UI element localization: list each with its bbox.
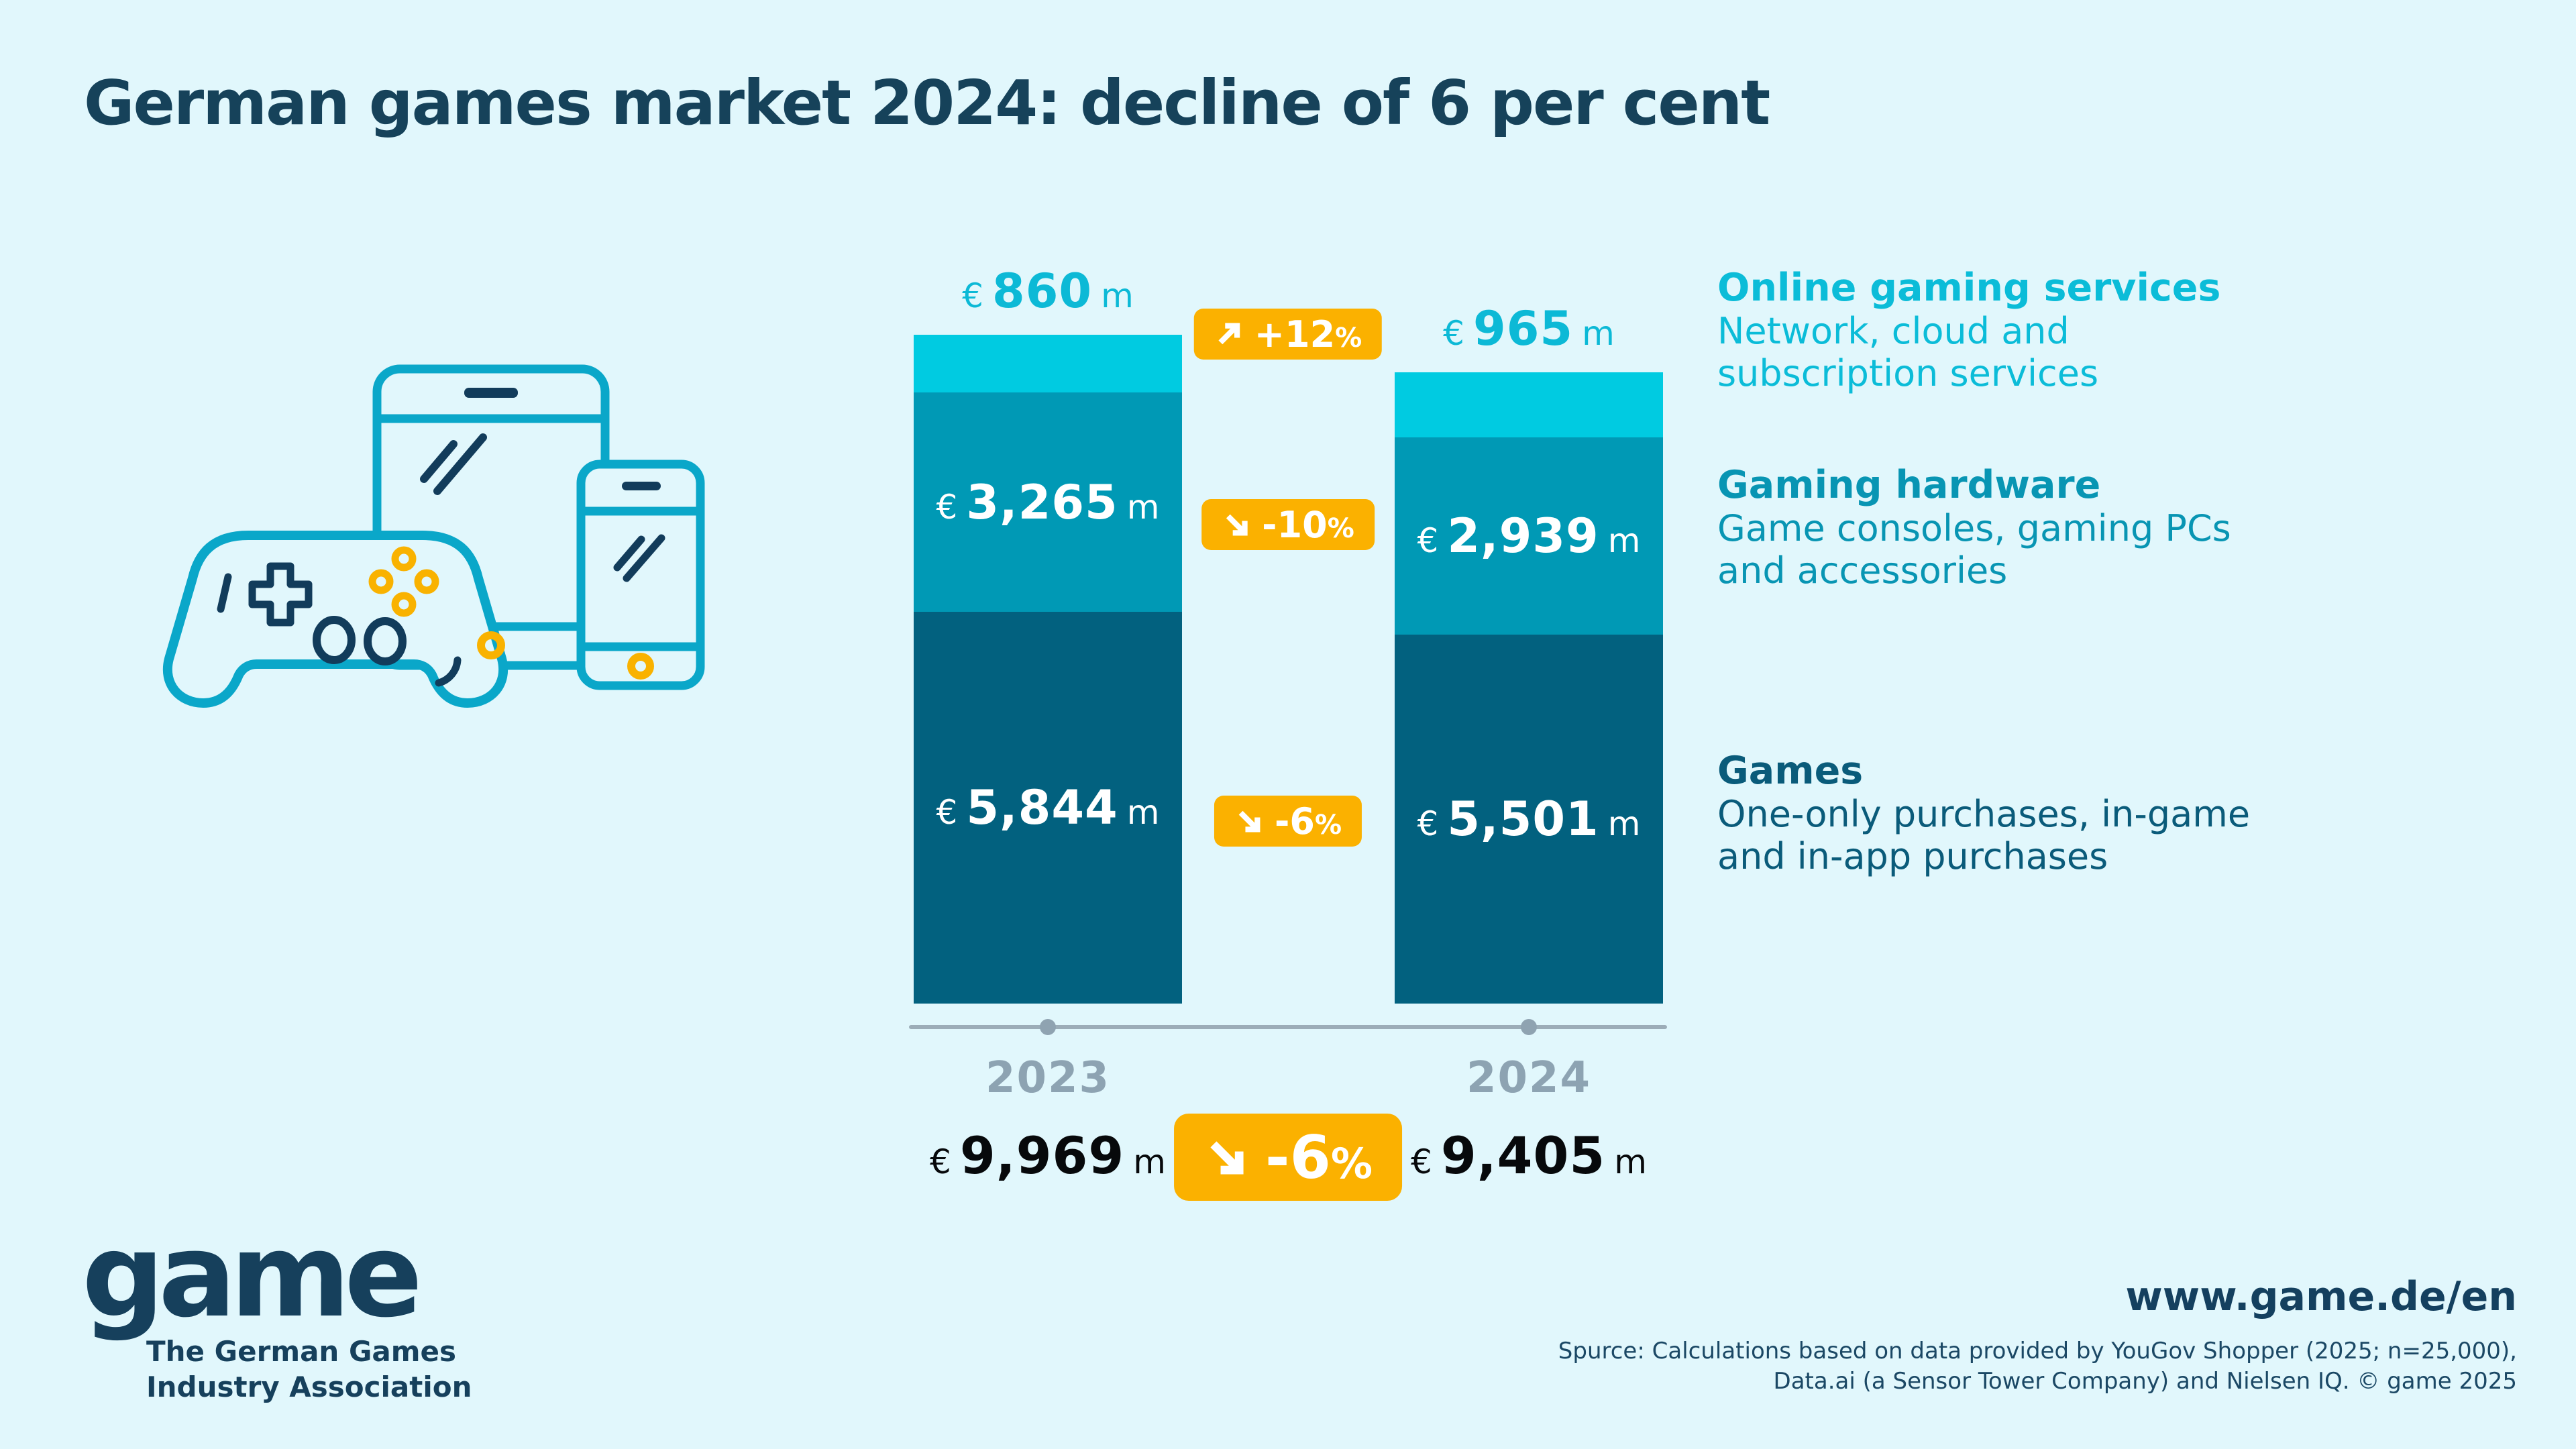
legend-description: and accessories	[1717, 549, 2008, 592]
controller-stick-right	[364, 617, 407, 665]
legend-description: and in-app purchases	[1717, 835, 2108, 877]
game-controller-icon	[162, 531, 508, 708]
legend-title: Gaming hardware	[1717, 463, 2101, 507]
segment-hardware-2024: €2,939 m	[1395, 437, 1663, 635]
legend-description: Game consoles, gaming PCs	[1717, 507, 2231, 549]
change-badge-games: -6%	[1214, 796, 1362, 847]
phone-home-button	[627, 653, 654, 680]
website-url: www.game.de/en	[2125, 1273, 2517, 1320]
axis-dot-2023	[1040, 1019, 1056, 1035]
arrow-down-right-icon	[1226, 514, 1248, 536]
x-axis	[909, 1019, 1667, 1035]
bar-2023-hardware-value: €3,265 m	[936, 474, 1160, 530]
legend-games: Games One-only purchases, in-game and in…	[1717, 749, 2250, 877]
year-label-2024: 2024	[1466, 1053, 1592, 1103]
bar-2023-online-value: €860 m	[962, 264, 1134, 319]
game-logo: game The German Games Industry Associati…	[82, 1208, 472, 1405]
legend-gaming-hardware: Gaming hardware Game consoles, gaming PC…	[1717, 463, 2231, 592]
phone-screen-glare	[613, 535, 645, 572]
axis-dot-2024	[1521, 1019, 1537, 1035]
segment-hardware-2023: €3,265 m	[914, 392, 1182, 612]
page-title: German games market 2024: decline of 6 p…	[84, 67, 1770, 139]
legend-title: Online gaming services	[1717, 266, 2221, 310]
source-note: Spurce: Calculations based on data provi…	[1558, 1338, 2517, 1395]
bar-2024-hardware-value: €2,939 m	[1417, 508, 1641, 564]
total-2024: €9,405 m	[1411, 1126, 1647, 1185]
bar-2023-games-value: €5,844 m	[936, 780, 1160, 835]
bar-2023: €860 m €3,265 m €5,844 m	[914, 264, 1182, 1004]
currency-symbol: €	[962, 276, 983, 315]
year-label-2023: 2023	[985, 1053, 1111, 1103]
legend-description: One-only purchases, in-game	[1717, 793, 2251, 835]
logo-subtitle: The German Games Industry Association	[146, 1335, 472, 1403]
phone-speaker	[622, 482, 661, 490]
segment-games-2024: €5,501 m	[1395, 635, 1663, 1004]
bar-2024-games-value: €5,501 m	[1417, 792, 1641, 847]
segment-games-2023: €5,844 m	[914, 612, 1182, 1004]
arrow-up-right-icon	[1218, 323, 1240, 345]
smartphone-icon	[576, 460, 705, 690]
segment-online-2023	[914, 335, 1182, 392]
bar-2024: €965 m €2,939 m €5,501 m	[1395, 301, 1663, 1004]
controller-stick-left	[313, 616, 356, 664]
total-2023: €9,969 m	[930, 1126, 1166, 1185]
bar-2024-online-value: €965 m	[1443, 301, 1615, 356]
controller-dpad	[248, 562, 313, 627]
change-badge-online: +12%	[1193, 309, 1383, 360]
legend-title: Games	[1717, 749, 1864, 793]
legend-description: subscription services	[1717, 352, 2099, 394]
segment-online-2024	[1395, 372, 1663, 437]
legend-online-gaming-services: Online gaming services Network, cloud an…	[1717, 266, 2220, 394]
logo-wordmark: game	[82, 1208, 423, 1343]
devices-illustration	[162, 364, 705, 708]
arrow-down-right-icon	[1210, 1141, 1244, 1175]
tablet-home-button	[477, 631, 505, 659]
arrow-down-right-icon	[1238, 810, 1260, 833]
tablet-screen-glare	[420, 440, 458, 483]
change-badge-total: -6%	[1174, 1114, 1402, 1201]
controller-buttons	[368, 546, 439, 617]
change-badge-hardware: -10%	[1201, 499, 1375, 550]
legend-description: Network, cloud and	[1717, 310, 2070, 352]
tablet-speaker	[464, 388, 518, 398]
